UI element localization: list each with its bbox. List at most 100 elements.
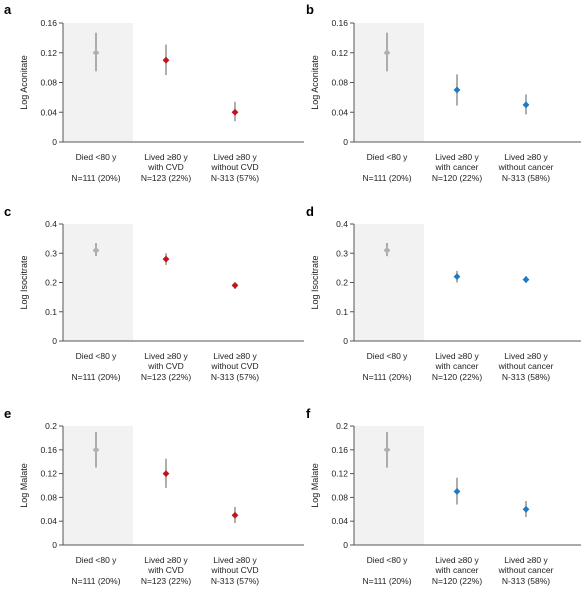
y-tick-label: 0.12 <box>40 469 57 479</box>
y-tick-label: 0.16 <box>331 445 348 455</box>
y-tick-label: 0.08 <box>40 78 57 88</box>
y-tick-label: 0 <box>52 336 57 346</box>
category-sublabel: with cancer <box>435 162 479 172</box>
sample-size-label: N=120 (22%) <box>432 173 482 183</box>
panel-label: f <box>306 406 311 421</box>
data-point <box>231 282 239 289</box>
sample-size-label: N=123 (22%) <box>141 372 191 382</box>
y-tick-label: 0.2 <box>336 278 348 288</box>
category-sublabel: without CVD <box>210 565 258 575</box>
y-axis-title: Log Malate <box>310 463 320 508</box>
y-tick-label: 0 <box>343 540 348 550</box>
y-tick-label: 0.2 <box>336 421 348 431</box>
y-axis-title: Log Aconitate <box>19 55 29 110</box>
data-point <box>383 446 391 454</box>
sample-size-label: N=123 (22%) <box>141 173 191 183</box>
category-label: Lived ≥80 y <box>144 555 188 565</box>
y-tick-label: 0.3 <box>336 248 348 258</box>
category-sublabel: with CVD <box>147 162 183 172</box>
panel-label: d <box>306 204 314 219</box>
data-point <box>231 511 239 519</box>
category-label: Lived ≥80 y <box>144 351 188 361</box>
category-sublabel: with CVD <box>147 565 183 575</box>
y-axis-title: Log Isocitrate <box>19 255 29 309</box>
sample-size-label: N=111 (20%) <box>71 576 120 586</box>
sample-size-label: N=120 (22%) <box>432 576 482 586</box>
category-sublabel: without cancer <box>498 162 554 172</box>
panel-a: a 0 0.04 0.08 0.12 0.16 Log Aconitate Died <80 … <box>4 2 304 183</box>
sample-size-label: N=120 (22%) <box>432 372 482 382</box>
panel-label: b <box>306 2 314 17</box>
data-point <box>522 276 530 283</box>
data-point <box>522 505 530 513</box>
data-point <box>453 273 461 281</box>
category-label: Died <80 y <box>367 152 409 162</box>
reference-shade <box>354 23 424 142</box>
y-tick-label: 0.2 <box>45 278 57 288</box>
category-sublabel: without CVD <box>210 361 258 371</box>
y-tick-label: 0.4 <box>45 219 57 229</box>
category-sublabel: without cancer <box>498 361 554 371</box>
category-sublabel: without cancer <box>498 565 554 575</box>
sample-size-label: N=111 (20%) <box>362 372 411 382</box>
y-tick-label: 0 <box>52 540 57 550</box>
panel-label: a <box>4 2 12 17</box>
y-tick-label: 0 <box>343 137 348 147</box>
y-axis-title: Log Aconitate <box>310 55 320 110</box>
y-axis-title: Log Malate <box>19 463 29 508</box>
y-tick-label: 0.16 <box>331 18 348 28</box>
sample-size-label: N-313 (57%) <box>211 173 259 183</box>
y-tick-label: 0.08 <box>331 78 348 88</box>
category-label: Lived ≥80 y <box>144 152 188 162</box>
panel-label: e <box>4 406 11 421</box>
panel-b: b 0 0.04 0.08 0.12 0.16 Log Aconitate Died <80 … <box>306 2 581 183</box>
sample-size-label: N=123 (22%) <box>141 576 191 586</box>
y-tick-label: 0.04 <box>331 516 348 526</box>
category-label: Lived ≥80 y <box>213 351 257 361</box>
y-tick-label: 0.08 <box>40 492 57 502</box>
category-label: Lived ≥80 y <box>504 351 548 361</box>
panel-c: c 0 0.1 0.2 0.3 0.4 Log Isocitrate Died <80 y N=… <box>4 204 304 382</box>
data-point <box>92 49 100 57</box>
data-point <box>92 446 100 454</box>
sample-size-label: N=111 (20%) <box>362 576 411 586</box>
category-sublabel: with CVD <box>147 361 183 371</box>
panel-e: e 0 0.04 0.08 0.12 0.16 0.2 Log Malate Died <80 … <box>4 406 304 586</box>
y-tick-label: 0.4 <box>336 219 348 229</box>
panel-f: f 0 0.04 0.08 0.12 0.16 0.2 Log Malate Died <80 … <box>306 406 581 586</box>
category-label: Died <80 y <box>76 351 118 361</box>
category-sublabel: with cancer <box>435 361 479 371</box>
y-tick-label: 0.12 <box>40 48 57 58</box>
category-label: Lived ≥80 y <box>213 152 257 162</box>
category-label: Lived ≥80 y <box>504 152 548 162</box>
data-point <box>92 246 100 254</box>
category-label: Died <80 y <box>76 152 118 162</box>
data-point <box>162 255 170 263</box>
data-point <box>383 246 391 254</box>
sample-size-label: N=111 (20%) <box>71 173 120 183</box>
data-point <box>453 488 461 495</box>
y-tick-label: 0.3 <box>45 248 57 258</box>
reference-shade <box>63 23 133 142</box>
data-point <box>453 86 461 94</box>
y-tick-label: 0.16 <box>40 445 57 455</box>
y-tick-label: 0.04 <box>40 516 57 526</box>
data-point <box>522 101 530 109</box>
reference-shade <box>63 224 133 341</box>
y-tick-label: 0.1 <box>45 307 57 317</box>
reference-shade <box>63 426 133 545</box>
category-label: Died <80 y <box>76 555 118 565</box>
data-point <box>162 470 170 477</box>
y-tick-label: 0 <box>343 336 348 346</box>
panel-label: c <box>4 204 11 219</box>
category-sublabel: without CVD <box>210 162 258 172</box>
category-label: Lived ≥80 y <box>435 351 479 361</box>
sample-size-label: N-313 (58%) <box>502 173 550 183</box>
y-tick-label: 0.1 <box>336 307 348 317</box>
y-tick-label: 0.16 <box>40 18 57 28</box>
sample-size-label: N-313 (58%) <box>502 372 550 382</box>
category-label: Lived ≥80 y <box>435 152 479 162</box>
data-point <box>383 49 391 57</box>
sample-size-label: N-313 (57%) <box>211 576 259 586</box>
